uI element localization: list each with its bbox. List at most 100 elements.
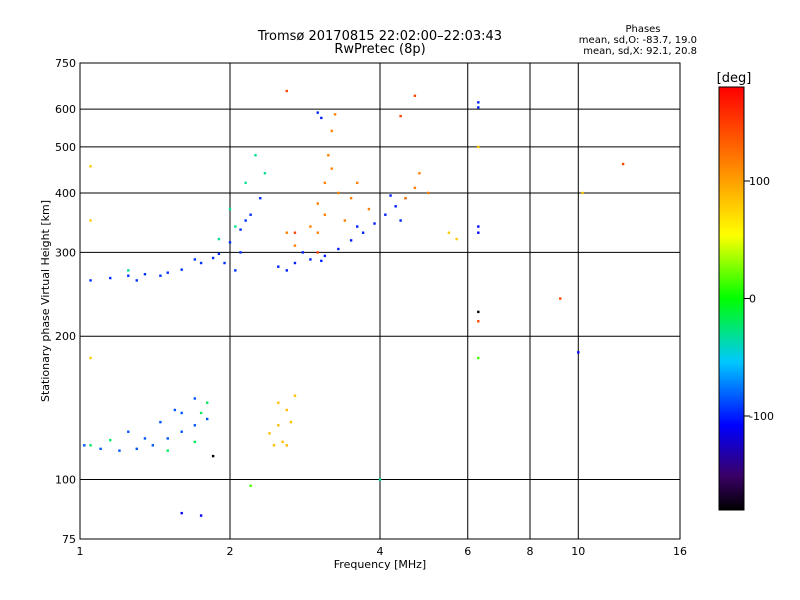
data-point xyxy=(228,207,232,211)
data-point xyxy=(239,251,242,254)
data-point xyxy=(621,162,625,166)
data-point xyxy=(316,251,319,254)
data-point xyxy=(259,196,262,200)
y-tick-label: 300 xyxy=(55,246,76,259)
data-point xyxy=(323,254,327,258)
data-point xyxy=(413,94,417,97)
data-point xyxy=(285,408,288,412)
data-point xyxy=(109,276,112,280)
data-point xyxy=(289,420,293,424)
x-tick-label: 6 xyxy=(464,545,471,558)
data-point xyxy=(180,268,183,271)
data-point xyxy=(277,401,280,404)
y-tick-label: 75 xyxy=(62,533,76,546)
data-point xyxy=(447,231,451,234)
data-point xyxy=(378,478,382,481)
x-tick-label: 8 xyxy=(527,545,534,558)
data-point xyxy=(180,511,183,515)
data-point xyxy=(349,196,353,200)
data-point xyxy=(89,165,92,168)
data-point xyxy=(581,191,584,195)
data-point xyxy=(301,251,305,254)
data-point xyxy=(316,111,319,114)
data-point xyxy=(159,420,162,424)
data-point xyxy=(477,231,480,234)
data-point xyxy=(143,273,147,276)
stats-heading: Phases xyxy=(625,24,660,35)
grid-lines xyxy=(80,63,680,539)
y-tick-label: 100 xyxy=(55,474,76,487)
data-point xyxy=(159,274,162,277)
data-point xyxy=(323,213,327,216)
data-point xyxy=(89,444,92,447)
data-point xyxy=(217,252,221,256)
data-point xyxy=(268,432,271,435)
data-point xyxy=(577,351,580,354)
data-point xyxy=(272,444,276,447)
data-point xyxy=(285,89,288,93)
data-point xyxy=(323,181,327,185)
data-point xyxy=(320,116,323,120)
stats-line-x: mean, sd,X: 92.1, 20.8 xyxy=(583,46,697,57)
data-point xyxy=(427,191,430,195)
data-point xyxy=(293,244,297,247)
data-point xyxy=(166,449,169,452)
stats-line-o: mean, sd,O: -83.7, 19.0 xyxy=(579,35,697,46)
data-point xyxy=(217,237,221,241)
data-point xyxy=(399,219,402,222)
data-point xyxy=(309,225,312,228)
data-point xyxy=(477,101,480,104)
data-point xyxy=(349,239,353,242)
data-point xyxy=(239,228,242,231)
data-point xyxy=(367,207,371,211)
data-point xyxy=(166,271,169,274)
data-point xyxy=(228,241,232,244)
data-point xyxy=(211,454,215,458)
colorbar-tick-label: -100 xyxy=(749,410,774,423)
data-point xyxy=(293,231,297,234)
data-point xyxy=(316,231,319,234)
data-point xyxy=(343,219,347,222)
data-point xyxy=(89,279,92,282)
data-point xyxy=(127,430,130,433)
data-point xyxy=(244,219,247,222)
data-point xyxy=(361,231,365,234)
data-point xyxy=(193,424,197,427)
data-point xyxy=(373,222,376,225)
y-tick-labels: 75 100 200 300 400 500 600 750 xyxy=(55,57,76,546)
data-point xyxy=(355,181,359,185)
data-point xyxy=(455,237,458,241)
x-tick-label: 4 xyxy=(377,545,384,558)
data-point xyxy=(135,279,138,282)
x-tick-label: 10 xyxy=(571,545,585,558)
data-point xyxy=(89,219,92,222)
data-point xyxy=(337,191,340,195)
data-point xyxy=(199,261,203,265)
data-point xyxy=(234,225,237,228)
data-point xyxy=(180,411,183,415)
data-points xyxy=(83,89,625,517)
colorbar-ticks: 100 0 -100 xyxy=(744,175,774,423)
data-point xyxy=(477,225,480,228)
data-point xyxy=(199,514,203,517)
y-axis-label: Stationary phase Virtual Height [km] xyxy=(39,200,52,402)
data-point xyxy=(109,438,112,442)
data-point xyxy=(254,154,257,157)
x-axis-label: Frequency [MHz] xyxy=(334,558,426,571)
chart-subtitle: RwPretec (8p) xyxy=(334,42,425,57)
data-point xyxy=(199,411,203,415)
data-point xyxy=(277,265,280,268)
data-point xyxy=(205,401,209,404)
data-point xyxy=(193,258,197,261)
y-tick-label: 500 xyxy=(55,141,76,154)
data-point xyxy=(330,129,333,133)
data-point xyxy=(180,430,183,433)
data-point xyxy=(309,258,312,261)
data-point xyxy=(143,437,147,440)
data-point xyxy=(355,225,359,228)
data-point xyxy=(263,172,267,175)
data-point xyxy=(477,145,480,149)
y-tick-label: 750 xyxy=(55,57,76,70)
colorbar-label: [deg] xyxy=(717,71,752,86)
data-point xyxy=(293,394,297,397)
